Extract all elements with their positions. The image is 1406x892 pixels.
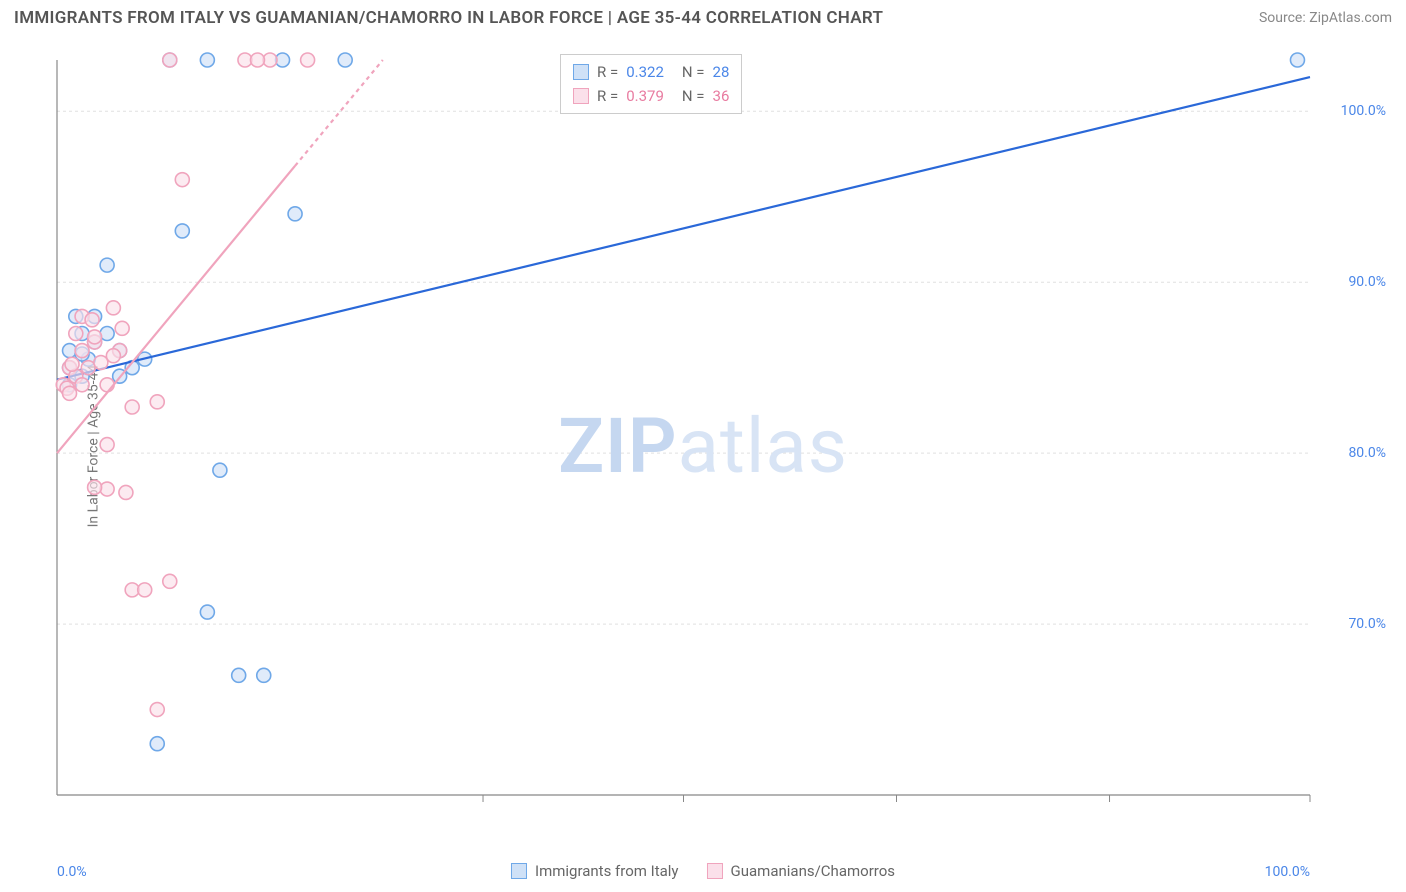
r-label: R = [597,63,618,81]
y-tick-label: 100.0% [1341,103,1386,119]
legend-swatch [707,863,723,879]
legend-series-label: Guamanians/Chamorros [731,862,895,880]
chart-area [55,50,1375,830]
r-value: 0.322 [626,63,664,81]
legend-swatch [573,64,589,80]
n-value: 28 [713,63,730,81]
n-label: N = [682,63,705,81]
r-value: 0.379 [626,87,664,105]
chart-title: IMMIGRANTS FROM ITALY VS GUAMANIAN/CHAMO… [14,8,883,28]
r-label: R = [597,87,618,105]
legend-series-item: Immigrants from Italy [511,862,679,880]
title-bar: IMMIGRANTS FROM ITALY VS GUAMANIAN/CHAMO… [14,8,1392,28]
legend-swatch [573,88,589,104]
y-tick-label: 70.0% [1348,616,1386,632]
legend-series: Immigrants from Italy Guamanians/Chamorro… [511,862,895,880]
legend-corr-row: R = 0.322 N = 28 [573,60,729,84]
y-tick-label: 90.0% [1348,274,1386,290]
scatter-plot [55,50,1375,830]
legend-series-label: Immigrants from Italy [535,862,679,880]
legend-corr-row: R = 0.379 N = 36 [573,84,729,108]
y-tick-label: 80.0% [1348,445,1386,461]
n-value: 36 [713,87,730,105]
legend-correlation: R = 0.322 N = 28 R = 0.379 N = 36 [560,54,742,114]
x-tick-label: 100.0% [1265,864,1310,880]
n-label: N = [682,87,705,105]
source-label: Source: ZipAtlas.com [1259,10,1392,26]
legend-series-item: Guamanians/Chamorros [707,862,895,880]
legend-swatch [511,863,527,879]
x-tick-label: 0.0% [57,864,87,880]
